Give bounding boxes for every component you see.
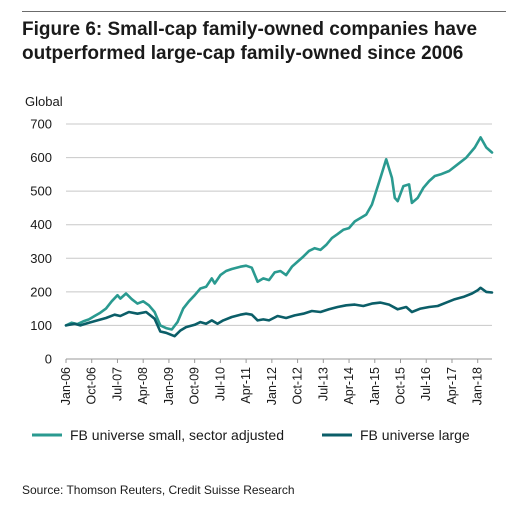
x-tick-labels: Jan-06 Oct-06 Jul-07 Apr-08 Jan-09 Oct-09 Jul-… — [59, 359, 485, 405]
y-axis-label: Global — [25, 94, 63, 109]
source-note: Source: Thomson Reuters, Credit Suisse R… — [22, 483, 295, 497]
y-tick-label: 500 — [30, 184, 52, 199]
x-tick-label: Apr-11 — [239, 367, 253, 404]
legend: FB universe small, sector adjusted FB uni… — [32, 427, 470, 443]
chart-title: Figure 6: Small-cap family-owned compani… — [22, 19, 478, 64]
x-tick-label: Apr-17 — [445, 367, 459, 405]
y-tick-label: 700 — [30, 117, 52, 132]
series-lines — [64, 136, 494, 338]
x-tick-label: Jan-18 — [471, 367, 485, 405]
x-tick-label: Oct-12 — [291, 367, 305, 405]
x-tick-label: Jul-16 — [419, 367, 433, 401]
y-tick-labels: 0 100 200 300 400 500 600 700 — [30, 117, 52, 367]
legend-label: FB universe small, sector adjusted — [70, 427, 284, 443]
legend-label: FB universe large — [360, 427, 470, 443]
x-tick-label: Jan-12 — [265, 367, 279, 405]
y-tick-label: 0 — [45, 352, 52, 367]
x-tick-label: Apr-14 — [342, 367, 356, 405]
x-tick-label: Jan-06 — [59, 367, 73, 405]
y-tick-label: 100 — [30, 318, 52, 333]
x-tick-label: Oct-06 — [85, 367, 99, 405]
grid-lines — [66, 123, 492, 360]
y-tick-label: 600 — [30, 150, 52, 165]
x-tick-label: Jan-09 — [162, 367, 176, 405]
x-tick-label: Jul-10 — [213, 367, 227, 401]
top-rule — [22, 11, 506, 12]
x-tick-label: Oct-15 — [394, 367, 408, 405]
x-tick-label: Apr-08 — [136, 367, 150, 405]
y-tick-label: 300 — [30, 251, 52, 266]
x-tick-label: Jul-07 — [110, 367, 124, 401]
y-tick-label: 400 — [30, 217, 52, 232]
x-tick-label: Jan-15 — [368, 367, 382, 405]
series-line-large-cap — [64, 286, 494, 338]
x-tick-label: Jul-13 — [316, 367, 330, 401]
x-tick-label: Oct-09 — [188, 367, 202, 405]
y-tick-label: 200 — [30, 284, 52, 299]
series-line-small-cap — [64, 136, 494, 331]
